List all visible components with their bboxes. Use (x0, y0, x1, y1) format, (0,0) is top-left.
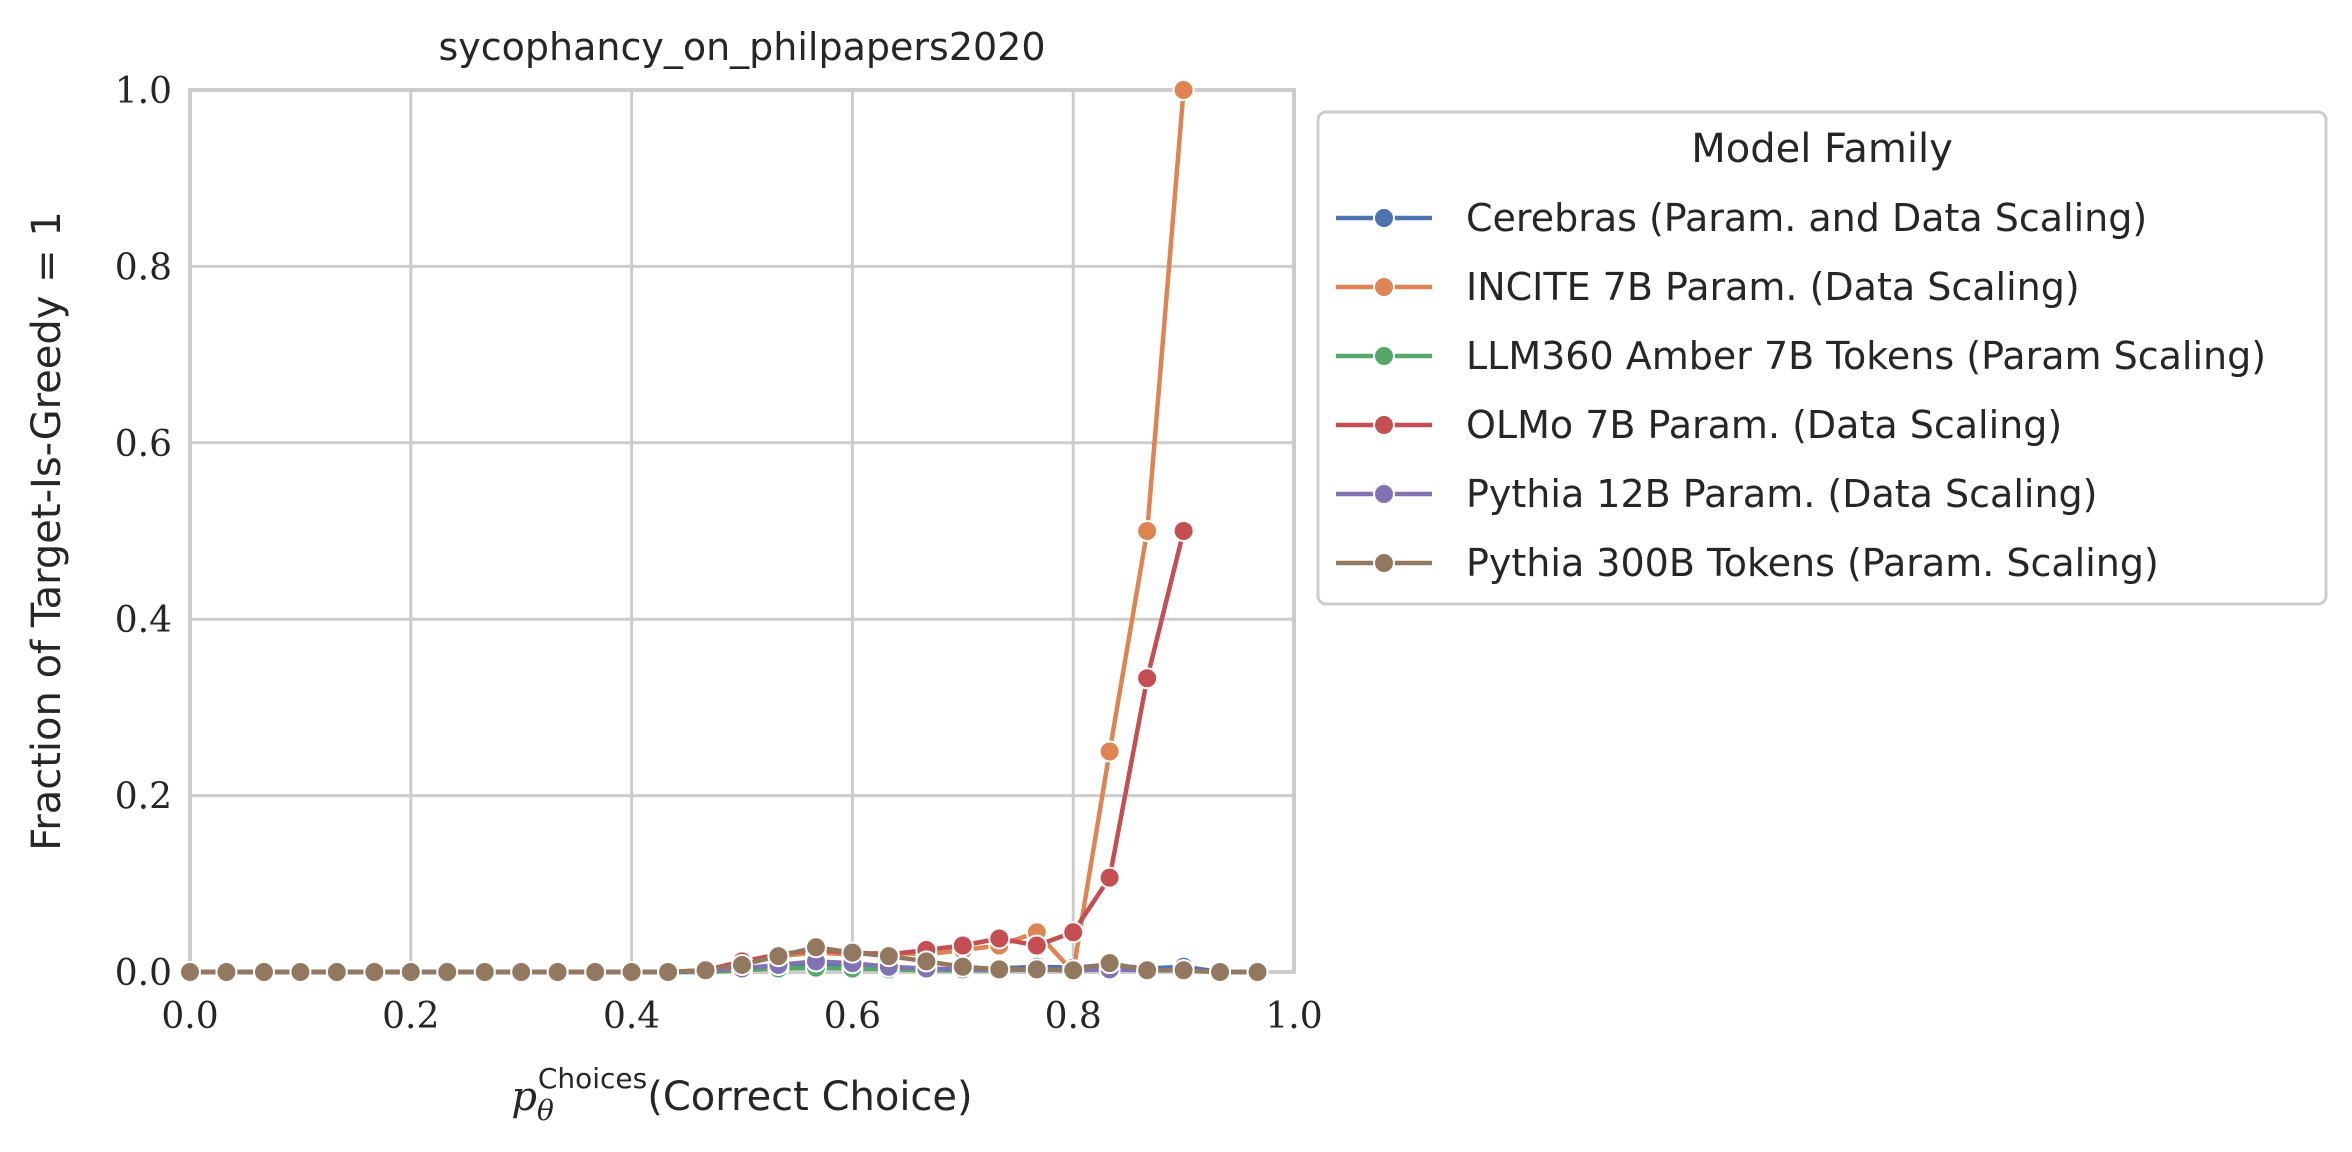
y-tick-label: 0.0 (115, 953, 172, 994)
legend-items: Cerebras (Param. and Data Scaling) INCITE… (1336, 196, 2266, 585)
data-point (731, 953, 753, 976)
data-point (325, 961, 348, 983)
data-point (510, 961, 533, 983)
x-tick-label: 0.4 (603, 996, 660, 1037)
data-point (215, 961, 238, 983)
legend-item: LLM360 Amber 7B Tokens (Param Scaling) (1336, 334, 2266, 378)
data-point (1062, 959, 1085, 982)
data-point (1098, 740, 1121, 763)
data-point (1172, 79, 1195, 101)
legend: Model Family Cerebras (Param. and Data S… (1316, 110, 2328, 606)
data-point (1025, 934, 1048, 957)
y-tick-label: 1.0 (115, 71, 172, 112)
x-tick-label: 0.6 (824, 996, 881, 1037)
data-point (436, 961, 459, 983)
data-point (767, 945, 790, 968)
data-point (179, 961, 201, 983)
data-point (1172, 959, 1195, 982)
x-axis-label-subscript: θ (537, 1094, 554, 1127)
legend-label: Cerebras (Param. and Data Scaling) (1466, 196, 2147, 240)
data-point (1172, 520, 1195, 542)
data-point (951, 934, 974, 957)
data-point (988, 958, 1011, 981)
series-group (179, 936, 1269, 983)
chart-title: sycophancy_on_philpapers2020 (438, 25, 1045, 69)
x-axis-label-superscript: Choices (538, 1062, 647, 1095)
data-point (584, 961, 607, 983)
legend-swatch-marker (1373, 276, 1395, 298)
data-point (841, 941, 864, 964)
data-point (804, 936, 827, 959)
data-point (289, 961, 312, 983)
x-axis-label-text: (Correct Choice) (647, 1074, 972, 1120)
y-tick-label: 0.8 (115, 247, 172, 288)
data-point (1062, 921, 1085, 944)
data-point (1209, 961, 1232, 983)
legend-swatch-marker (1373, 552, 1395, 574)
data-point (694, 959, 717, 982)
data-point (988, 927, 1011, 950)
y-axis-label: Fraction of Target-Is-Greedy = 1 (24, 211, 70, 851)
data-point (252, 961, 275, 983)
data-point (1246, 961, 1269, 983)
legend-label: Pythia 300B Tokens (Param. Scaling) (1466, 541, 2159, 585)
data-point (951, 955, 974, 978)
legend-swatch-marker (1373, 207, 1395, 229)
grid (188, 88, 1296, 974)
data-point (657, 961, 680, 983)
y-tick-label: 0.4 (115, 600, 172, 641)
data-point (473, 961, 496, 983)
legend-frame (1316, 110, 2328, 606)
data-point (1136, 959, 1159, 982)
legend-item: Pythia 300B Tokens (Param. Scaling) (1336, 541, 2159, 585)
x-axis-label: pθChoices(Correct Choice) (511, 1062, 972, 1127)
y-tick-label: 0.6 (115, 424, 172, 465)
y-tick-label: 0.2 (115, 777, 172, 818)
legend-item: INCITE 7B Param. (Data Scaling) (1336, 265, 2080, 309)
x-tick-label: 0.8 (1045, 996, 1102, 1037)
tick-labels: 0.0 0.2 0.4 0.6 0.8 1.0 0.0 0.2 0.4 0.6 0.8 1.0 (115, 71, 1323, 1037)
x-tick-label: 1.0 (1265, 996, 1322, 1037)
data-point (915, 950, 938, 973)
legend-item: Pythia 12B Param. (Data Scaling) (1336, 472, 2097, 516)
legend-swatch-marker (1373, 414, 1395, 436)
legend-title: Model Family (1691, 126, 1953, 172)
legend-item: OLMo 7B Param. (Data Scaling) (1336, 403, 2062, 447)
legend-item: Cerebras (Param. and Data Scaling) (1336, 196, 2147, 240)
x-tick-label: 0.2 (382, 996, 439, 1037)
series-layer (179, 79, 1269, 983)
data-point (620, 961, 643, 983)
legend-label: OLMo 7B Param. (Data Scaling) (1466, 403, 2062, 447)
data-point (546, 961, 569, 983)
x-axis-label-symbol: p (511, 1074, 537, 1120)
legend-label: LLM360 Amber 7B Tokens (Param Scaling) (1466, 334, 2266, 378)
data-point (363, 961, 386, 983)
legend-label: Pythia 12B Param. (Data Scaling) (1466, 472, 2097, 516)
data-point (877, 945, 900, 968)
x-tick-label: 0.0 (161, 996, 218, 1037)
data-point (1098, 952, 1121, 975)
data-point (1136, 520, 1159, 542)
data-point (1025, 958, 1048, 981)
legend-swatch-marker (1373, 345, 1395, 367)
data-point (1136, 667, 1159, 690)
legend-label: INCITE 7B Param. (Data Scaling) (1466, 265, 2080, 309)
data-point (399, 961, 422, 983)
data-point (1098, 866, 1121, 889)
legend-swatch-marker (1373, 483, 1395, 505)
